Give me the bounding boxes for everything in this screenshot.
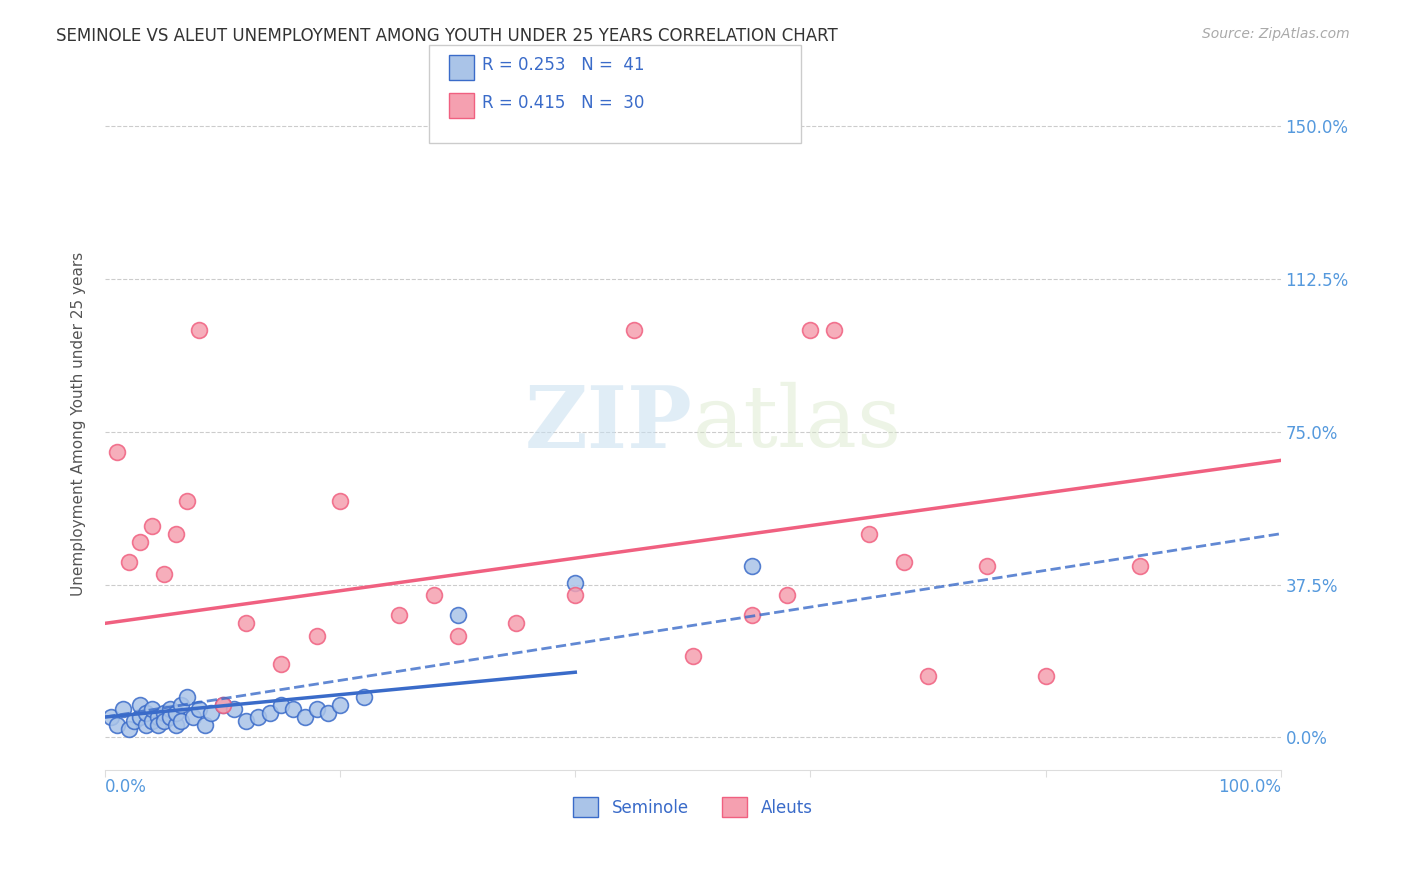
- Point: [165, 526, 187, 541]
- Point: [564, 575, 586, 590]
- Point: [188, 323, 211, 337]
- Point: [235, 616, 257, 631]
- Text: SEMINOLE VS ALEUT UNEMPLOYMENT AMONG YOUTH UNDER 25 YEARS CORRELATION CHART: SEMINOLE VS ALEUT UNEMPLOYMENT AMONG YOU…: [56, 27, 838, 45]
- Point: [141, 702, 163, 716]
- Point: [165, 718, 187, 732]
- Text: 100.0%: 100.0%: [1218, 778, 1281, 797]
- Point: [129, 534, 152, 549]
- Point: [141, 714, 163, 728]
- Point: [682, 648, 704, 663]
- Y-axis label: Unemployment Among Youth under 25 years: Unemployment Among Youth under 25 years: [72, 252, 86, 596]
- Point: [858, 526, 880, 541]
- Point: [159, 710, 181, 724]
- Point: [135, 718, 157, 732]
- Point: [235, 714, 257, 728]
- Point: [799, 323, 821, 337]
- Text: R = 0.415   N =  30: R = 0.415 N = 30: [482, 94, 644, 112]
- Point: [152, 567, 174, 582]
- Point: [976, 559, 998, 574]
- Point: [117, 555, 139, 569]
- Point: [176, 690, 198, 704]
- Point: [165, 706, 187, 720]
- Text: 0.0%: 0.0%: [105, 778, 146, 797]
- Point: [305, 629, 328, 643]
- Point: [893, 555, 915, 569]
- Point: [329, 698, 352, 712]
- Point: [211, 698, 233, 712]
- Point: [505, 616, 527, 631]
- Point: [100, 710, 122, 724]
- Point: [318, 706, 340, 720]
- Text: Source: ZipAtlas.com: Source: ZipAtlas.com: [1202, 27, 1350, 41]
- Point: [270, 698, 292, 712]
- Point: [176, 494, 198, 508]
- Point: [105, 445, 128, 459]
- Point: [329, 494, 352, 508]
- Point: [200, 706, 222, 720]
- Point: [281, 702, 304, 716]
- Point: [353, 690, 375, 704]
- Point: [305, 702, 328, 716]
- Point: [423, 588, 446, 602]
- Point: [124, 714, 146, 728]
- Point: [564, 588, 586, 602]
- Point: [146, 710, 169, 724]
- Point: [152, 714, 174, 728]
- Legend: Seminole, Aleuts: Seminole, Aleuts: [567, 790, 820, 824]
- Point: [105, 718, 128, 732]
- Point: [447, 608, 470, 623]
- Point: [823, 323, 845, 337]
- Point: [146, 718, 169, 732]
- Point: [1129, 559, 1152, 574]
- Point: [194, 718, 217, 732]
- Point: [741, 608, 763, 623]
- Point: [246, 710, 269, 724]
- Point: [741, 559, 763, 574]
- Point: [224, 702, 246, 716]
- Text: ZIP: ZIP: [524, 382, 693, 466]
- Point: [141, 518, 163, 533]
- Point: [211, 698, 233, 712]
- Point: [447, 629, 470, 643]
- Point: [294, 710, 316, 724]
- Point: [388, 608, 411, 623]
- Point: [270, 657, 292, 671]
- Point: [135, 706, 157, 720]
- Point: [776, 588, 799, 602]
- Text: R = 0.253   N =  41: R = 0.253 N = 41: [482, 56, 645, 74]
- Point: [111, 702, 134, 716]
- Point: [117, 723, 139, 737]
- Point: [917, 669, 939, 683]
- Point: [129, 698, 152, 712]
- Point: [159, 702, 181, 716]
- Point: [188, 702, 211, 716]
- Point: [152, 706, 174, 720]
- Point: [623, 323, 645, 337]
- Point: [259, 706, 281, 720]
- Point: [181, 710, 204, 724]
- Point: [170, 698, 193, 712]
- Point: [129, 710, 152, 724]
- Text: atlas: atlas: [693, 382, 903, 466]
- Point: [1035, 669, 1057, 683]
- Point: [170, 714, 193, 728]
